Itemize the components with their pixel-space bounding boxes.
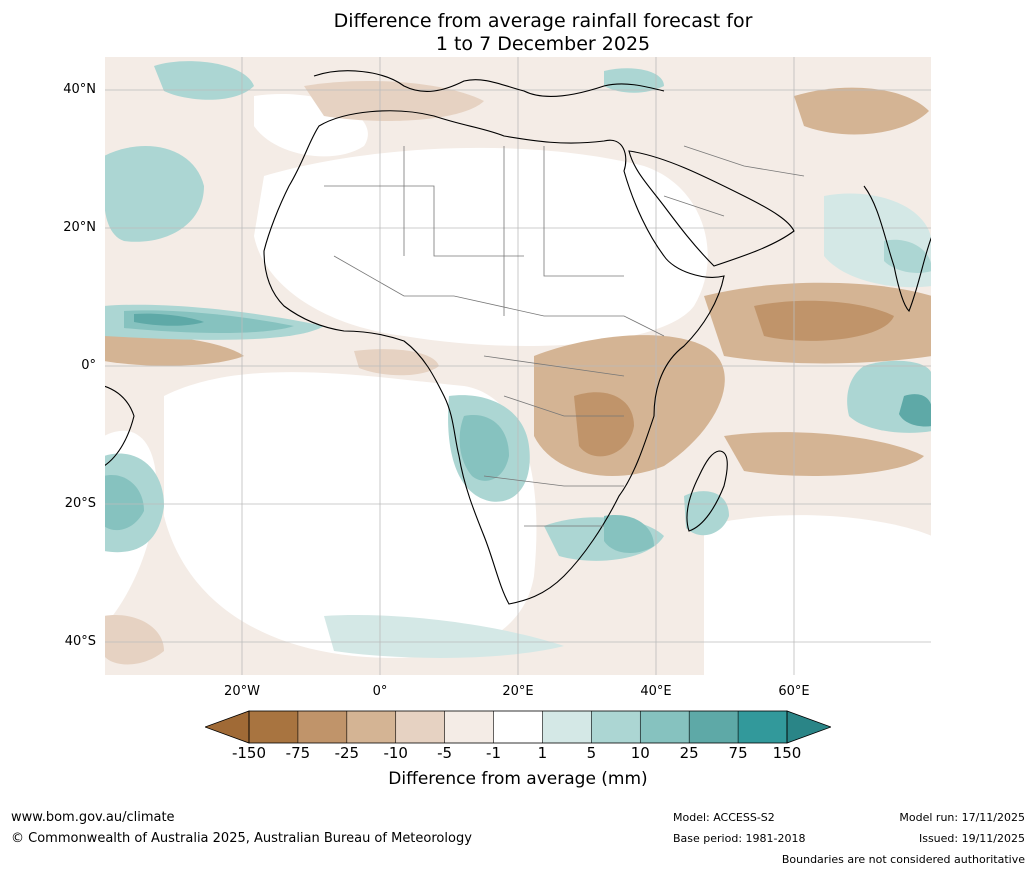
colorbar-swatch bbox=[395, 711, 446, 743]
colorbar-tick-label: 5 bbox=[586, 744, 597, 762]
india-coastline bbox=[863, 185, 932, 312]
colorbar-swatch bbox=[249, 711, 299, 743]
lon-label-20e: 20°E bbox=[502, 684, 534, 699]
colorbar-swatch bbox=[493, 711, 543, 743]
colorbar-tick-label: 1 bbox=[537, 744, 548, 762]
colorbar-tick-label: -5 bbox=[437, 744, 453, 762]
colorbar-swatch bbox=[444, 711, 495, 743]
lon-label-40e: 40°E bbox=[640, 684, 672, 699]
lon-label-60e: 60°E bbox=[778, 684, 810, 699]
colorbar-tick-label: -10 bbox=[383, 744, 408, 762]
colorbar bbox=[205, 710, 831, 744]
colorbar-tick-label: 75 bbox=[728, 744, 748, 762]
lon-label-20w: 20°W bbox=[224, 684, 260, 699]
colorbar-swatch bbox=[346, 711, 397, 743]
madagascar-coastline bbox=[686, 450, 728, 532]
near-average-region-indian-south bbox=[704, 515, 932, 676]
colorbar-tick-label: -75 bbox=[285, 744, 311, 762]
lat-label-20n: 20°N bbox=[63, 220, 96, 235]
colorbar-title: Difference from average (mm) bbox=[388, 769, 648, 789]
colorbar-swatch bbox=[640, 711, 690, 743]
country-borders bbox=[324, 145, 805, 527]
colorbar-tick-label: -150 bbox=[231, 744, 267, 762]
rainfall-map bbox=[104, 56, 932, 676]
lat-label-40s: 40°S bbox=[64, 634, 96, 649]
colorbar-tick-label: 25 bbox=[679, 744, 699, 762]
lat-label-0: 0° bbox=[81, 358, 96, 373]
footer-model-run: Model run: 17/11/2025 bbox=[899, 811, 1025, 824]
footer-issued: Issued: 19/11/2025 bbox=[918, 832, 1025, 845]
colorbar-swatch bbox=[297, 711, 348, 743]
colorbar-tick-label: 10 bbox=[630, 744, 650, 762]
lat-label-20s: 20°S bbox=[64, 496, 96, 511]
lon-label-0: 0° bbox=[372, 684, 388, 699]
coastlines bbox=[104, 70, 932, 605]
map-title-line-1: Difference from average rainfall forecas… bbox=[333, 10, 753, 32]
south-america-coastline bbox=[104, 385, 135, 467]
footer-base-period: Base period: 1981-2018 bbox=[673, 832, 806, 845]
colorbar-swatch bbox=[738, 711, 788, 743]
map-title: Difference from average rainfall forecas… bbox=[243, 10, 843, 56]
colorbar-min-extend bbox=[205, 710, 250, 744]
lat-label-40n: 40°N bbox=[63, 82, 96, 97]
colorbar-tick-label: 150 bbox=[772, 744, 802, 762]
arabia-coastline bbox=[628, 150, 795, 267]
colorbar-swatch bbox=[689, 711, 739, 743]
africa-coastline bbox=[263, 110, 725, 605]
europe-coastline bbox=[313, 70, 665, 97]
map-graticule bbox=[104, 56, 932, 676]
drier-region-gulf-of-guinea bbox=[104, 334, 244, 366]
footer-disclaimer: Boundaries are not considered authoritat… bbox=[781, 853, 1025, 866]
footer-model: Model: ACCESS-S2 bbox=[673, 811, 775, 824]
colorbar-max-extend bbox=[786, 710, 831, 744]
colorbar-swatch bbox=[542, 711, 592, 743]
drier-region-mediterranean bbox=[304, 81, 484, 121]
near-average-region-south-atlantic bbox=[164, 372, 537, 658]
wetter-region-west-atlantic bbox=[104, 146, 204, 242]
map-title-line-2: 1 to 7 December 2025 bbox=[435, 33, 651, 55]
footer-copyright: © Commonwealth of Australia 2025, Austra… bbox=[11, 831, 472, 846]
colorbar-tick-label: -1 bbox=[486, 744, 502, 762]
colorbar-swatch bbox=[591, 711, 641, 743]
footer-url[interactable]: www.bom.gov.au/climate bbox=[11, 810, 175, 825]
near-average-region-sahara bbox=[254, 147, 708, 346]
colorbar-tick-label: -25 bbox=[334, 744, 360, 762]
